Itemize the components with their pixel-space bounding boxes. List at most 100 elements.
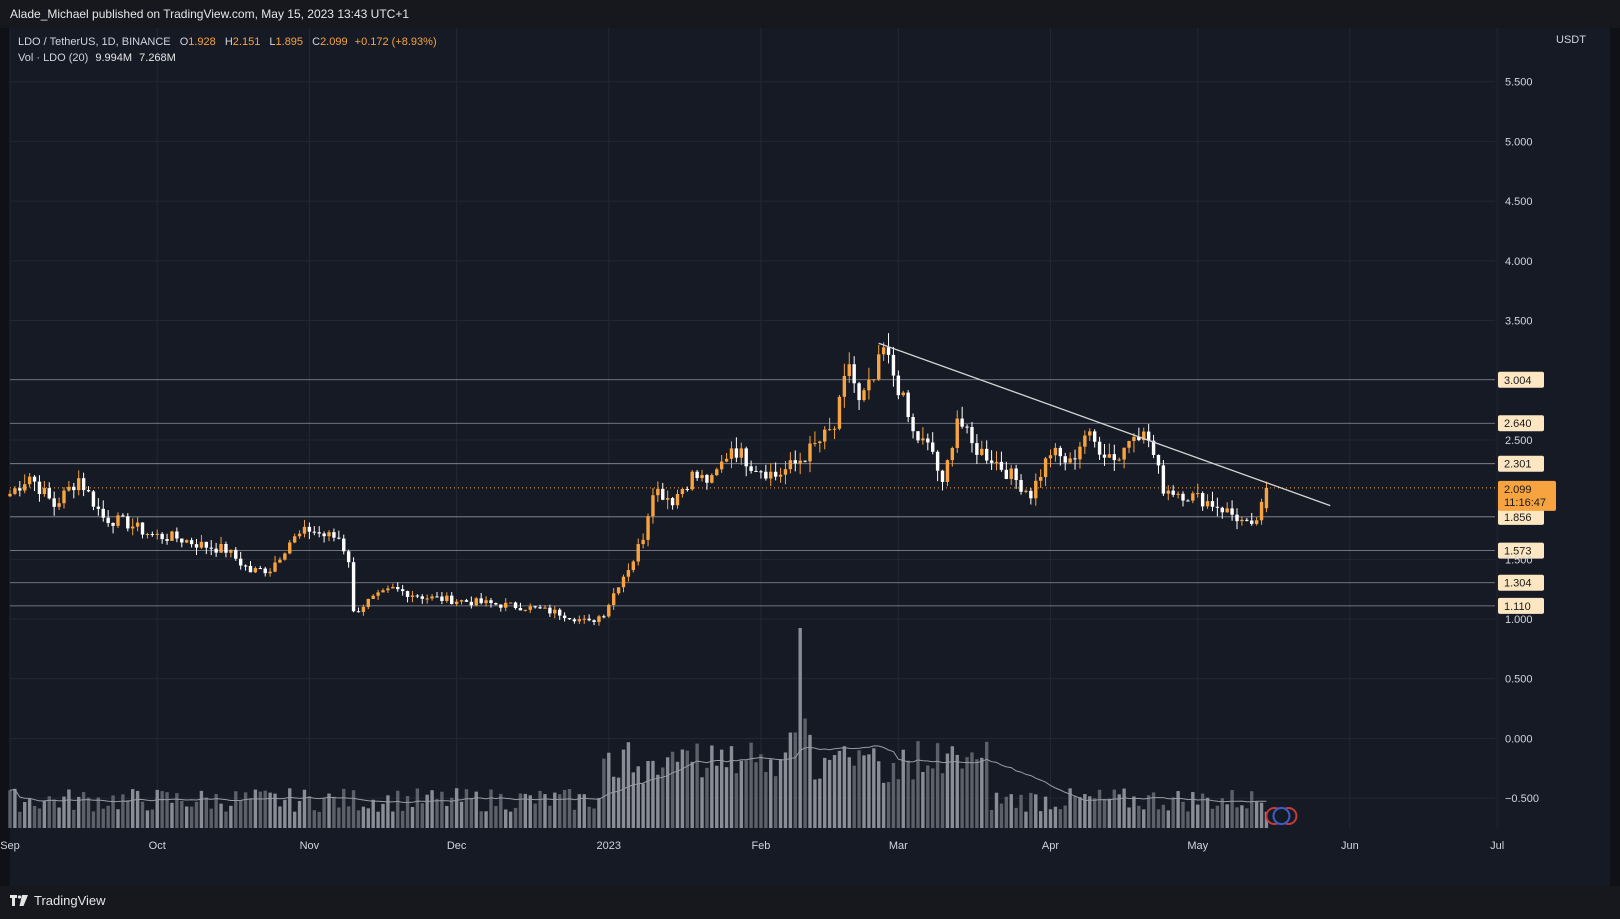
volume-bar: [572, 809, 577, 828]
volume-bar: [62, 796, 66, 828]
legend: LDO / TetherUS, 1D, BINANCE O1.928 H2.15…: [18, 34, 437, 66]
candle-body: [1171, 490, 1175, 495]
y-tick-label: 2.500: [1505, 435, 1533, 447]
volume-bar: [611, 776, 616, 828]
candle-body: [656, 488, 660, 496]
volume-bar: [1181, 801, 1185, 828]
candle-body: [243, 565, 248, 567]
volume-bar: [165, 792, 169, 828]
candle-body: [430, 596, 434, 599]
volume-bar: [150, 809, 155, 828]
volume-bar: [724, 767, 729, 828]
candle-body: [8, 493, 12, 497]
volume-bar: [1196, 804, 1200, 828]
candle-body: [140, 522, 145, 535]
volume-bar: [283, 799, 287, 828]
volume-bar: [405, 795, 410, 828]
candle-body: [700, 475, 704, 479]
volume-bar: [803, 718, 807, 828]
candle-body: [724, 458, 729, 462]
volume-bar: [1259, 802, 1264, 828]
volume-bar: [474, 791, 478, 828]
volume-bar: [47, 796, 51, 828]
volume-bar: [1112, 789, 1116, 828]
volume-bar: [921, 771, 925, 828]
volume-value: 9.994M: [95, 52, 133, 64]
volume-bar: [1107, 798, 1112, 828]
candle-body: [155, 533, 159, 535]
candle-body: [454, 601, 459, 605]
candle-body: [494, 603, 498, 605]
candle-body: [1250, 520, 1254, 524]
volume-bar: [827, 759, 832, 828]
candle-body: [891, 354, 896, 376]
candle-body: [1205, 501, 1210, 507]
candle-body: [1014, 468, 1018, 481]
candle-body: [121, 515, 125, 517]
volume-bar: [877, 761, 881, 828]
candle-body: [906, 392, 910, 417]
low-label: L: [269, 36, 276, 48]
candle-body: [1235, 514, 1239, 522]
volume-bar: [729, 746, 734, 828]
volume-bar: [1009, 794, 1013, 828]
candle-body: [489, 600, 493, 604]
candle-body: [798, 460, 802, 464]
volume-bar: [788, 732, 793, 828]
volume-bar: [1029, 792, 1033, 828]
candle-body: [126, 516, 130, 529]
trendline[interactable]: [878, 342, 1331, 507]
candles: [8, 333, 1269, 626]
volume-bar: [1205, 797, 1210, 828]
candle-body: [420, 596, 424, 599]
volume-bar: [1083, 794, 1087, 828]
volume-bar: [783, 752, 788, 828]
candle-body: [626, 570, 631, 577]
candle-body: [1092, 431, 1097, 442]
candle-body: [396, 586, 400, 590]
volume-bar: [440, 791, 444, 828]
volume-bar: [504, 809, 508, 828]
volume-bar: [278, 806, 282, 828]
volume-bar: [18, 811, 22, 828]
volume-bar: [346, 806, 351, 828]
volume-bar: [778, 759, 783, 828]
candle-body: [729, 448, 734, 459]
candle-body: [1142, 431, 1146, 441]
level-tag-label: 1.573: [1504, 546, 1532, 558]
candle-body: [342, 538, 346, 552]
candle-body: [278, 559, 282, 563]
candle-body: [754, 470, 758, 472]
volume-bar: [238, 800, 243, 828]
candle-body: [847, 364, 851, 377]
candle-body: [636, 544, 640, 562]
volume-bar: [430, 790, 434, 828]
volume-bar: [356, 810, 361, 828]
volume-bar: [307, 796, 312, 828]
candle-body: [508, 602, 513, 604]
volume-label[interactable]: Vol · LDO (20): [18, 52, 89, 64]
volume-bar: [685, 750, 690, 828]
volume-bar: [111, 795, 115, 828]
volume-bar: [135, 790, 140, 828]
volume-bar: [464, 789, 469, 828]
y-tick-label: 3.500: [1505, 316, 1533, 328]
candle-body: [641, 539, 645, 545]
candle-body: [685, 488, 690, 490]
legend-ohlc-row: LDO / TetherUS, 1D, BINANCE O1.928 H2.15…: [18, 34, 437, 50]
candle-body: [788, 460, 793, 470]
candle-body: [1088, 431, 1092, 436]
candle-body: [81, 478, 86, 491]
candle-body: [1215, 506, 1220, 508]
volume-bar: [597, 798, 601, 828]
volume-bar: [77, 796, 81, 828]
volume-bar: [926, 765, 930, 828]
candle-body: [621, 576, 626, 588]
symbol-label[interactable]: LDO / TetherUS, 1D, BINANCE: [18, 36, 171, 48]
candle-body: [955, 418, 959, 448]
volume-bar: [616, 777, 621, 828]
volume-bar: [273, 793, 277, 828]
tradingview-logo[interactable]: TradingView: [10, 893, 106, 908]
volume-bar: [189, 806, 194, 828]
